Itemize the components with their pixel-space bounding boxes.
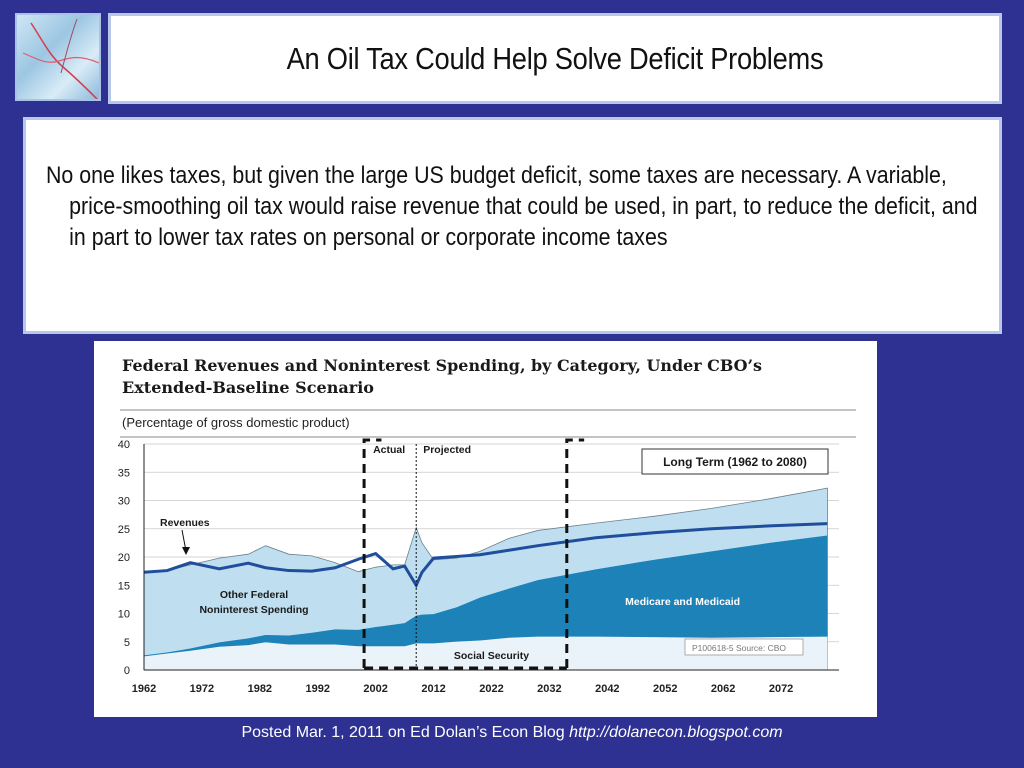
source-note-box — [684, 638, 804, 656]
source-note: P100618-5 Source: CBO — [692, 643, 786, 653]
x-tick-label: 2012 — [421, 683, 445, 695]
x-tick-label: 1982 — [248, 683, 272, 695]
actual-label: Actual — [373, 444, 405, 456]
footer-text: Posted Mar. 1, 2011 on Ed Dolan’s Econ B… — [241, 724, 570, 741]
projected-label: Projected — [423, 444, 471, 456]
slide-thumbnail-image — [15, 13, 101, 101]
x-tick-label: 2022 — [479, 683, 503, 695]
chart-subtitle: (Percentage of gross domestic product) — [122, 415, 350, 430]
body-text-box: No one likes taxes, but given the large … — [23, 117, 1002, 334]
body-paragraph: No one likes taxes, but given the large … — [46, 162, 978, 251]
y-tick-label: 40 — [118, 439, 130, 451]
plot-area: 0 5 10 15 20 25 30 35 40 1962 1972 1982 1992 2002 2012… — [118, 438, 839, 695]
x-tick-label: 2032 — [537, 683, 561, 695]
y-tick-label: 30 — [118, 496, 130, 508]
long-term-box — [641, 448, 829, 475]
x-tick-label: 1962 — [132, 683, 156, 695]
projected-box-outline — [565, 438, 585, 668]
footer-credit: Posted Mar. 1, 2011 on Ed Dolan’s Econ B… — [0, 724, 1024, 742]
x-tick-label: 2072 — [769, 683, 793, 695]
footer-url[interactable]: http://dolanecon.blogspot.com — [569, 724, 783, 741]
revenues-label: Revenues — [160, 517, 210, 529]
y-tick-label: 35 — [118, 467, 130, 479]
x-tick-label: 2052 — [653, 683, 677, 695]
medicare-medicaid-label: Medicare and Medicaid — [625, 596, 740, 608]
chart-svg: Federal Revenues and Noninterest Spendin… — [118, 356, 856, 695]
x-tick-label: 2042 — [595, 683, 619, 695]
line-revenues — [143, 522, 828, 589]
other-federal-label: Other Federal — [220, 589, 288, 601]
line-social-security-edge — [143, 635, 828, 657]
social-security-label: Social Security — [454, 650, 529, 662]
x-tick-label: 2002 — [363, 683, 387, 695]
area-social-security — [144, 636, 828, 670]
slide-title: An Oil Tax Could Help Solve Deficit Prob… — [286, 40, 824, 76]
x-tick-label: 1992 — [306, 683, 330, 695]
revenues-arrowhead — [182, 547, 190, 555]
chart-title-line1: Federal Revenues and Noninterest Spendin… — [122, 356, 762, 375]
other-federal-label-2: Noninterest Spending — [199, 604, 308, 616]
title-box: An Oil Tax Could Help Solve Deficit Prob… — [108, 13, 1002, 104]
y-tick-label: 5 — [124, 637, 130, 649]
x-tick-label: 1972 — [190, 683, 214, 695]
x-tick-label: 2062 — [711, 683, 735, 695]
chart-title: Federal Revenues and Noninterest Spendin… — [122, 356, 762, 375]
long-term-label: Long Term (1962 to 2080) — [663, 455, 807, 469]
y-tick-label: 15 — [118, 580, 130, 592]
chart-title-line2: Extended-Baseline Scenario — [122, 378, 374, 397]
y-tick-label: 0 — [124, 665, 130, 677]
actual-box-outline — [362, 438, 567, 670]
y-tick-label: 10 — [118, 609, 130, 621]
y-tick-label: 20 — [118, 552, 130, 564]
y-tick-label: 25 — [118, 524, 130, 536]
chart-panel: Federal Revenues and Noninterest Spendin… — [94, 341, 877, 717]
